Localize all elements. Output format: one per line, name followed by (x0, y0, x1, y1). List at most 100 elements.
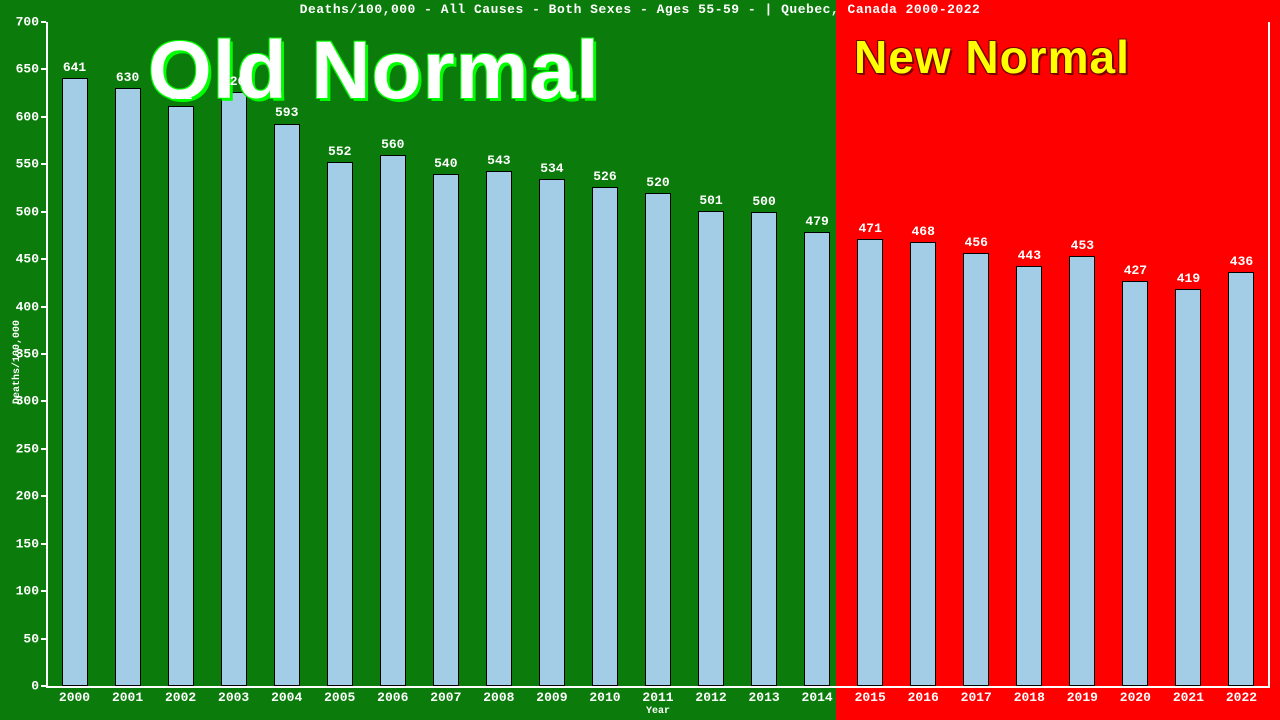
y-tick-mark (41, 68, 46, 70)
x-tick-label: 2013 (734, 690, 794, 705)
x-tick-label: 2004 (257, 690, 317, 705)
bar (274, 124, 300, 687)
bar-value-label: 443 (1004, 248, 1054, 263)
x-tick-label: 2022 (1211, 690, 1271, 705)
x-tick-label: 2015 (840, 690, 900, 705)
y-tick-mark (41, 116, 46, 118)
bar-value-label: 453 (1057, 238, 1107, 253)
y-tick-label: 250 (16, 441, 39, 456)
bar-value-label: 456 (951, 235, 1001, 250)
y-tick-label: 200 (16, 489, 39, 504)
bar (1175, 289, 1201, 686)
x-tick-label: 2016 (893, 690, 953, 705)
x-tick-label: 2006 (363, 690, 423, 705)
bar-value-label: 611 (156, 88, 206, 103)
bar-value-label: 534 (527, 161, 577, 176)
y-tick-label: 400 (16, 299, 39, 314)
x-tick-label: 2011 (628, 690, 688, 705)
y-tick-label: 500 (16, 204, 39, 219)
overlay-text: Old Normal (148, 24, 600, 118)
y-tick-mark (41, 400, 46, 402)
y-tick-mark (41, 353, 46, 355)
bar (433, 174, 459, 686)
y-axis-line-right (1268, 22, 1270, 686)
x-tick-label: 2009 (522, 690, 582, 705)
x-tick-label: 2002 (151, 690, 211, 705)
y-tick-mark (41, 448, 46, 450)
bar (592, 187, 618, 686)
y-axis-title: Deaths/100,000 (12, 320, 23, 404)
x-tick-label: 2007 (416, 690, 476, 705)
bar-value-label: 419 (1163, 271, 1213, 286)
bar (115, 88, 141, 686)
x-tick-label: 2018 (999, 690, 1059, 705)
bar (1016, 266, 1042, 686)
bar (857, 239, 883, 686)
bar-value-label: 471 (845, 221, 895, 236)
bar (539, 179, 565, 686)
bar-value-label: 501 (686, 193, 736, 208)
bar-value-label: 526 (580, 169, 630, 184)
bar (327, 162, 353, 686)
bar (486, 171, 512, 686)
bar-value-label: 552 (315, 144, 365, 159)
bar (1228, 272, 1254, 686)
bar-value-label: 500 (739, 194, 789, 209)
y-tick-mark (41, 163, 46, 165)
bar-value-label: 560 (368, 137, 418, 152)
bar-value-label: 543 (474, 153, 524, 168)
x-tick-label: 2008 (469, 690, 529, 705)
y-tick-label: 450 (16, 252, 39, 267)
x-tick-label: 2001 (98, 690, 158, 705)
overlay-text: New Normal (854, 30, 1130, 84)
y-tick-mark (41, 21, 46, 23)
bar-value-label: 436 (1216, 254, 1266, 269)
y-tick-mark (41, 495, 46, 497)
bar (910, 242, 936, 686)
y-tick-mark (41, 638, 46, 640)
x-tick-label: 2005 (310, 690, 370, 705)
x-axis-title: Year (608, 706, 708, 717)
y-tick-mark (41, 306, 46, 308)
bar (221, 92, 247, 686)
y-tick-label: 650 (16, 62, 39, 77)
bar-value-label: 641 (50, 60, 100, 75)
x-tick-label: 2014 (787, 690, 847, 705)
y-tick-label: 700 (16, 15, 39, 30)
bar (380, 155, 406, 686)
bar-value-label: 468 (898, 224, 948, 239)
y-tick-mark (41, 685, 46, 687)
x-axis-line (46, 686, 1270, 688)
y-tick-mark (41, 543, 46, 545)
bar (62, 78, 88, 686)
bar-value-label: 593 (262, 105, 312, 120)
x-tick-label: 2021 (1158, 690, 1218, 705)
chart-container: Deaths/100,000 - All Causes - Both Sexes… (0, 0, 1280, 720)
x-tick-label: 2019 (1052, 690, 1112, 705)
bar (963, 253, 989, 686)
y-tick-mark (41, 590, 46, 592)
bar (168, 106, 194, 686)
y-tick-label: 600 (16, 109, 39, 124)
x-tick-label: 2020 (1105, 690, 1165, 705)
y-tick-label: 550 (16, 157, 39, 172)
x-tick-label: 2003 (204, 690, 264, 705)
bar-value-label: 520 (633, 175, 683, 190)
bar (804, 232, 830, 686)
bar-value-label: 630 (103, 70, 153, 85)
y-tick-label: 0 (31, 679, 39, 694)
x-tick-label: 2000 (45, 690, 105, 705)
bar (645, 193, 671, 686)
bar-value-label: 540 (421, 156, 471, 171)
bar-value-label: 626 (209, 74, 259, 89)
y-tick-label: 150 (16, 536, 39, 551)
bar (751, 212, 777, 686)
x-tick-label: 2017 (946, 690, 1006, 705)
y-tick-mark (41, 258, 46, 260)
chart-title: Deaths/100,000 - All Causes - Both Sexes… (0, 2, 1280, 17)
y-tick-label: 100 (16, 584, 39, 599)
x-tick-label: 2010 (575, 690, 635, 705)
bar-value-label: 427 (1110, 263, 1160, 278)
y-tick-mark (41, 211, 46, 213)
y-tick-label: 50 (23, 631, 39, 646)
